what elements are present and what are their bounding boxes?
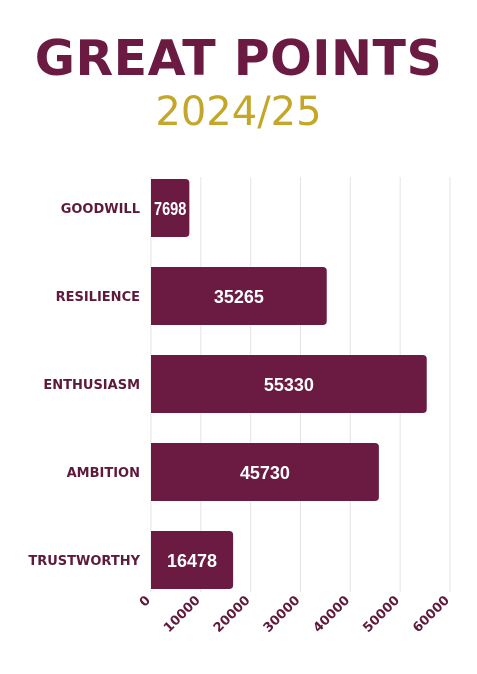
data-label: 35265: [214, 287, 264, 307]
chart-subtitle: 2024/25: [155, 89, 322, 135]
data-label: 16478: [167, 551, 217, 571]
bar: [151, 531, 234, 589]
data-label: 55330: [264, 375, 314, 395]
bar: [151, 179, 190, 237]
category-label: RESILIENCE: [56, 290, 140, 305]
category-label: GOODWILL: [61, 202, 140, 217]
category-label: AMBITION: [67, 466, 140, 481]
category-label: ENTHUSIASM: [43, 378, 140, 393]
data-label: 7698: [154, 199, 186, 219]
x-tick-label: 50000: [360, 593, 403, 636]
bar: [151, 355, 427, 413]
chart-title: GREAT POINTS: [34, 30, 443, 87]
x-tick-label: 40000: [311, 593, 354, 636]
category-label: TRUSTWORTHY: [28, 554, 140, 569]
x-tick-label: 0: [137, 593, 154, 610]
bar: [151, 443, 379, 501]
x-tick-label: 20000: [211, 593, 254, 636]
bar: [151, 267, 327, 325]
x-tick-label: 10000: [161, 593, 204, 636]
x-tick-label: 30000: [261, 593, 304, 636]
x-tick-label: 60000: [410, 593, 453, 636]
data-label: 45730: [240, 463, 290, 483]
